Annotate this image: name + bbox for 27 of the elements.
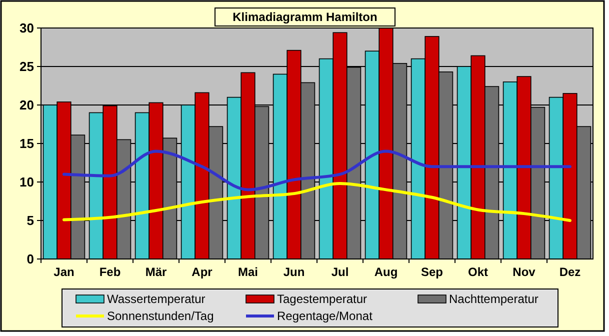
y-tick-label: 5 <box>26 213 34 228</box>
line-series <box>62 182 572 222</box>
line-series <box>62 150 572 192</box>
x-tick-label: Nov <box>512 265 536 279</box>
x-tick-label: Okt <box>468 265 488 279</box>
chart-title: Klimadiagramm Hamilton <box>232 10 378 24</box>
legend-label: Sonnenstunden/Tag <box>107 309 214 324</box>
y-tick-label: 20 <box>20 98 34 113</box>
x-tick-label: Mär <box>145 265 167 279</box>
x-tick-label: Jul <box>331 265 349 279</box>
x-tick-label: Apr <box>192 265 213 279</box>
x-tick-label: Dez <box>559 265 581 279</box>
y-tick-label: 30 <box>20 20 34 36</box>
x-tick-label: Mai <box>238 265 258 279</box>
x-tick-label: Jun <box>283 265 305 279</box>
legend-label: Regentage/Monat <box>277 309 374 324</box>
legend-label: Nachttemperatur <box>449 292 538 306</box>
y-tick-label: 10 <box>20 174 34 190</box>
y-tick-label: 15 <box>20 136 34 152</box>
y-tick-label: 0 <box>26 252 34 267</box>
legend-label: Tagestemperatur <box>277 292 368 306</box>
x-tick-label: Sep <box>420 265 444 279</box>
legend-label: Wassertemperatur <box>107 292 206 306</box>
x-tick-label: Feb <box>99 265 121 279</box>
x-tick-label: Jan <box>54 265 74 279</box>
x-tick-label: Aug <box>374 265 398 279</box>
y-tick-label: 25 <box>20 59 34 74</box>
